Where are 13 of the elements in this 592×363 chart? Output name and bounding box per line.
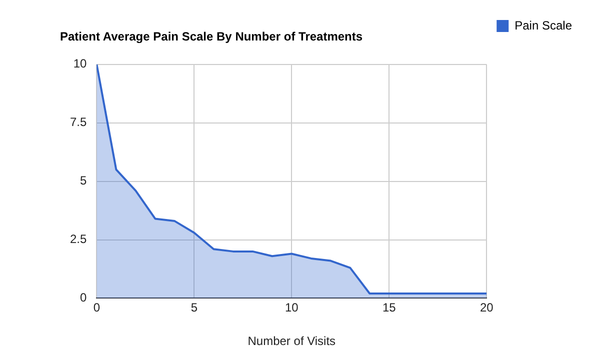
y-tick-label: 0 xyxy=(80,290,87,305)
x-tick-label: 20 xyxy=(480,300,494,315)
y-tick-label: 2.5 xyxy=(70,232,87,246)
x-tick-label: 15 xyxy=(382,300,396,315)
y-tick-label: 5 xyxy=(80,174,87,188)
chart-title: Patient Average Pain Scale By Number of Treatments xyxy=(60,30,363,44)
y-tick-label: 10 xyxy=(73,56,87,71)
y-tick-label: 7.5 xyxy=(70,115,87,130)
x-axis-title: Number of Visits xyxy=(248,334,336,348)
x-tick-label: 0 xyxy=(93,300,100,315)
legend-label: Pain Scale xyxy=(514,18,572,32)
x-tick-label: 5 xyxy=(190,300,198,315)
x-tick-label: 10 xyxy=(284,300,299,315)
